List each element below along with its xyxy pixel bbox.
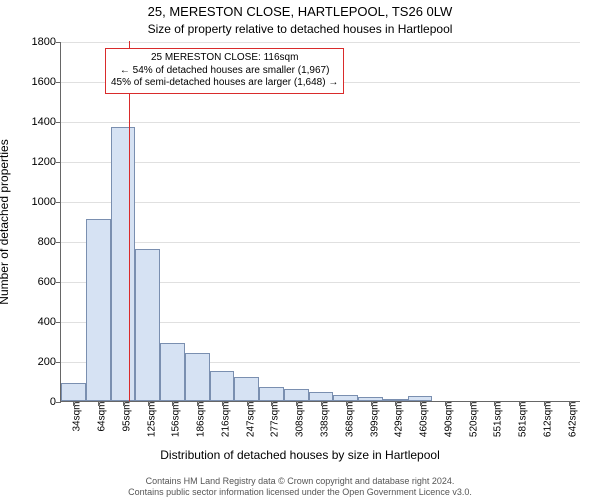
xtick-label: 186sqm [196, 402, 207, 438]
ytick-label: 600 [38, 276, 56, 288]
xtick-label: 581sqm [518, 402, 529, 438]
bar [210, 371, 235, 401]
ytick-mark [56, 322, 61, 323]
xtick-label: 399sqm [369, 402, 380, 438]
bar [284, 389, 309, 401]
chart-container: 25, MERESTON CLOSE, HARTLEPOOL, TS26 0LW… [0, 0, 600, 500]
ytick-label: 1600 [32, 76, 56, 88]
bar [86, 219, 111, 401]
gridline [61, 42, 580, 43]
xtick-label: 216sqm [220, 402, 231, 438]
xtick-label: 34sqm [72, 402, 83, 432]
plot-area: 34sqm64sqm95sqm125sqm156sqm186sqm216sqm2… [60, 42, 580, 402]
bar [185, 353, 210, 401]
xtick-label: 551sqm [493, 402, 504, 438]
footer-attribution: Contains HM Land Registry data © Crown c… [0, 476, 600, 499]
ytick-mark [56, 362, 61, 363]
bar [61, 383, 86, 401]
xtick-label: 490sqm [443, 402, 454, 438]
ytick-mark [56, 202, 61, 203]
xtick-label: 277sqm [270, 402, 281, 438]
xtick-label: 308sqm [295, 402, 306, 438]
bar [259, 387, 284, 401]
xtick-label: 125sqm [146, 402, 157, 438]
ytick-mark [56, 282, 61, 283]
ytick-mark [56, 402, 61, 403]
gridline [61, 122, 580, 123]
chart-subtitle: Size of property relative to detached ho… [0, 22, 600, 36]
ytick-mark [56, 82, 61, 83]
ytick-label: 1800 [32, 36, 56, 48]
xtick-label: 156sqm [171, 402, 182, 438]
xtick-label: 368sqm [344, 402, 355, 438]
ytick-mark [56, 162, 61, 163]
ytick-label: 400 [38, 316, 56, 328]
ytick-label: 200 [38, 356, 56, 368]
footer-line2: Contains public sector information licen… [128, 487, 472, 497]
xtick-label: 460sqm [419, 402, 430, 438]
x-axis-label: Distribution of detached houses by size … [0, 448, 600, 462]
footer-line1: Contains HM Land Registry data © Crown c… [146, 476, 455, 486]
xtick-label: 338sqm [320, 402, 331, 438]
gridline [61, 162, 580, 163]
ytick-mark [56, 42, 61, 43]
xtick-label: 429sqm [394, 402, 405, 438]
bar [160, 343, 185, 401]
xtick-label: 642sqm [567, 402, 578, 438]
bar [234, 377, 259, 401]
ytick-label: 800 [38, 236, 56, 248]
gridline [61, 202, 580, 203]
xtick-label: 247sqm [245, 402, 256, 438]
bar [135, 249, 160, 401]
y-axis-label: Number of detached properties [0, 139, 11, 304]
reference-line [129, 41, 130, 401]
ytick-label: 1000 [32, 196, 56, 208]
xtick-label: 95sqm [121, 402, 132, 432]
bar [111, 127, 136, 401]
ytick-label: 1200 [32, 156, 56, 168]
annotation-box: 25 MERESTON CLOSE: 116sqm← 54% of detach… [105, 48, 344, 94]
chart-title: 25, MERESTON CLOSE, HARTLEPOOL, TS26 0LW [0, 4, 600, 19]
xtick-label: 520sqm [468, 402, 479, 438]
gridline [61, 242, 580, 243]
ytick-label: 1400 [32, 116, 56, 128]
ytick-mark [56, 242, 61, 243]
ytick-mark [56, 122, 61, 123]
xtick-label: 64sqm [97, 402, 108, 432]
xtick-label: 612sqm [542, 402, 553, 438]
bar [309, 392, 334, 401]
ytick-label: 0 [50, 396, 56, 408]
